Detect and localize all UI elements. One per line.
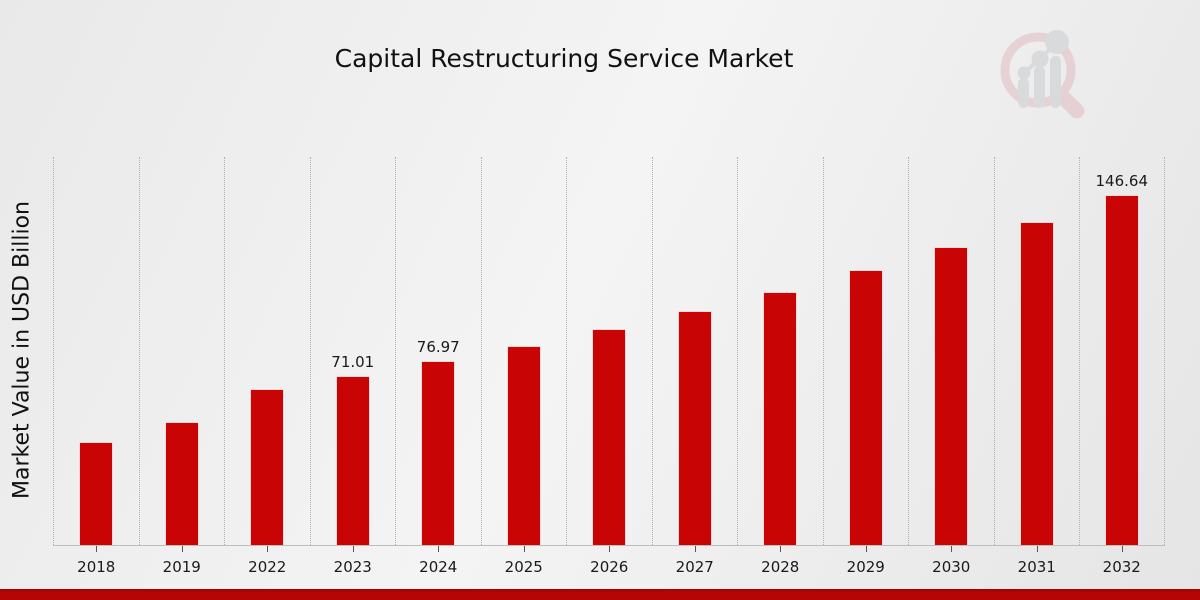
bar-column-2026: 2026 [566, 157, 652, 576]
market-research-magnifier-logo [1000, 30, 1085, 119]
bar-2024 [421, 361, 456, 545]
bar-column-2022: 2022 [224, 157, 310, 576]
bar-value-label-2032: 146.64 [1095, 172, 1149, 191]
bar-column-2019: 2019 [138, 157, 225, 576]
bar-column-2030: 2030 [908, 157, 994, 576]
x-tick-label-2027: 2027 [675, 558, 714, 576]
x-tick-label-2030: 2030 [932, 558, 971, 576]
bar-column-2025: 2025 [480, 157, 567, 576]
x-tick-label-2026: 2026 [590, 558, 629, 576]
bar-2027 [677, 311, 712, 545]
bar-2029 [848, 270, 883, 545]
bar-column-2031: 2031 [993, 157, 1080, 576]
bar-column-2029: 2029 [822, 157, 909, 576]
bar-column-2032: 146.64 2032 [1079, 157, 1165, 576]
y-axis-label: Market Value in USD Billion [9, 200, 35, 500]
bar-value-label-2024: 76.97 [416, 338, 460, 357]
x-tick-label-2019: 2019 [162, 558, 201, 576]
x-tick-label-2025: 2025 [504, 558, 543, 576]
bar-2032 [1104, 195, 1139, 545]
x-tick-label-2018: 2018 [77, 558, 116, 576]
bar-2023 [335, 375, 370, 545]
plot-area: 2018 2019 2022 71.01 2023 76.97 2024 2025 2026 20… [53, 157, 1165, 576]
x-tick-label-2028: 2028 [761, 558, 800, 576]
x-tick-label-2032: 2032 [1102, 558, 1141, 576]
chart-title: Capital Restructuring Service Market [334, 44, 794, 73]
bar-2019 [164, 421, 199, 545]
bar-2022 [250, 388, 285, 545]
x-tick-label-2029: 2029 [846, 558, 885, 576]
bar-2018 [79, 441, 114, 545]
bar-column-2028: 2028 [737, 157, 823, 576]
x-tick-label-2022: 2022 [248, 558, 287, 576]
bar-2026 [592, 329, 627, 545]
bar-2025 [506, 345, 541, 545]
bar-column-2018: 2018 [53, 157, 139, 576]
bar-2030 [934, 247, 969, 545]
bar-column-2023: 71.01 2023 [309, 157, 396, 576]
bar-value-label-2023: 71.01 [331, 352, 375, 371]
bottom-accent-strip [0, 589, 1200, 600]
x-tick-label-2023: 2023 [333, 558, 372, 576]
bar-2031 [1019, 222, 1054, 545]
bar-column-2027: 2027 [651, 157, 738, 576]
x-tick-label-2031: 2031 [1017, 558, 1056, 576]
x-tick-label-2024: 2024 [419, 558, 458, 576]
bar-2028 [763, 291, 798, 545]
bar-column-2024: 76.97 2024 [395, 157, 481, 576]
